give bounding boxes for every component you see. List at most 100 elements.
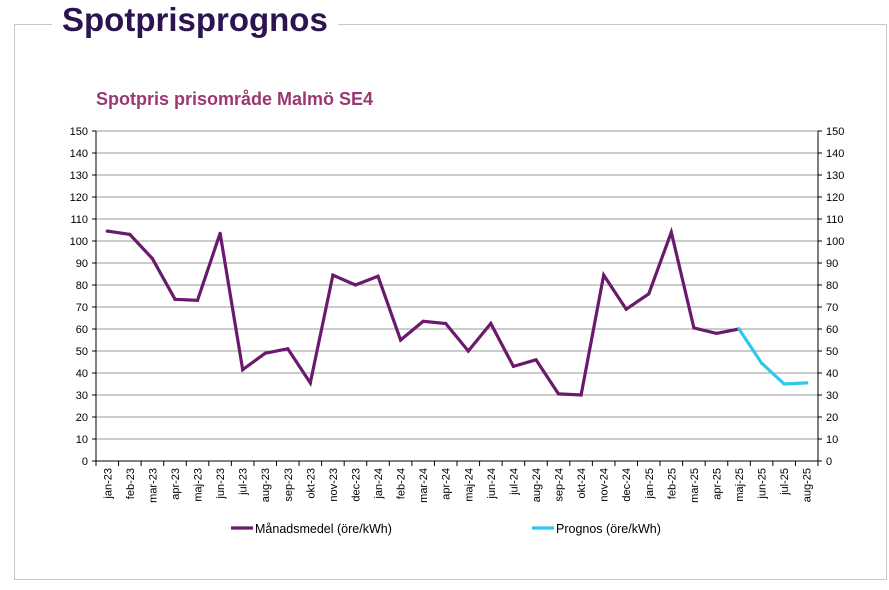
data-point <box>692 326 696 330</box>
data-point <box>782 382 786 386</box>
y2-tick-label: 40 <box>826 368 838 380</box>
x-tick-label: okt-23 <box>305 468 317 499</box>
data-point <box>556 392 561 396</box>
x-tick-label: nov-24 <box>599 468 611 502</box>
y-tick-label: 60 <box>76 324 88 336</box>
data-point <box>579 393 583 397</box>
y-tick-label: 130 <box>70 170 88 182</box>
y-tick-label: 150 <box>70 126 88 138</box>
x-tick-label: apr-24 <box>441 468 453 500</box>
x-tick-label: aug-25 <box>802 468 814 502</box>
y-tick-label: 40 <box>76 368 88 380</box>
x-tick-label: maj-23 <box>193 468 205 502</box>
data-point <box>218 231 222 235</box>
x-tick-label: aug-23 <box>260 468 272 502</box>
data-point <box>195 298 200 302</box>
data-point <box>602 273 606 277</box>
x-tick-label: nov-23 <box>328 468 340 502</box>
y2-tick-label: 10 <box>826 434 838 446</box>
data-point <box>128 232 132 236</box>
data-point <box>444 321 448 326</box>
y2-tick-label: 90 <box>826 258 838 270</box>
x-tick-label: dec-24 <box>621 468 633 502</box>
x-tick-label: jul-25 <box>779 468 791 496</box>
x-tick-label: okt-24 <box>576 468 588 499</box>
y-tick-label: 140 <box>70 148 88 160</box>
y2-tick-label: 20 <box>826 412 838 424</box>
y2-tick-label: 130 <box>826 170 844 182</box>
data-point <box>150 257 155 261</box>
x-tick-label: jan-25 <box>644 468 656 500</box>
x-tick-label: feb-24 <box>396 468 408 499</box>
y-tick-label: 0 <box>82 456 88 468</box>
x-tick-label: feb-23 <box>125 468 137 499</box>
y2-tick-label: 0 <box>826 456 832 468</box>
data-point <box>714 331 719 335</box>
data-point <box>398 338 403 342</box>
y-tick-label: 50 <box>76 346 88 358</box>
data-point <box>376 274 380 278</box>
data-point <box>805 381 809 385</box>
data-point <box>308 381 312 385</box>
data-point <box>173 297 177 301</box>
x-tick-label: jan-24 <box>373 468 385 500</box>
x-tick-label: sep-24 <box>554 468 566 502</box>
data-point <box>105 229 109 233</box>
y-tick-label: 110 <box>70 214 88 226</box>
data-point <box>421 319 425 323</box>
y-tick-label: 20 <box>76 412 88 424</box>
x-tick-label: mar-24 <box>418 468 430 503</box>
data-point <box>331 273 335 277</box>
data-point <box>353 283 358 287</box>
y-tick-label: 90 <box>76 258 88 270</box>
x-tick-label: maj-25 <box>734 468 746 502</box>
data-point <box>534 358 538 362</box>
y2-tick-label: 100 <box>826 236 844 248</box>
y-tick-label: 30 <box>76 390 88 402</box>
x-tick-label: maj-24 <box>463 468 475 502</box>
y-tick-label: 80 <box>76 280 88 292</box>
data-point <box>241 368 245 372</box>
y2-tick-label: 120 <box>826 192 844 204</box>
x-tick-label: jun-24 <box>486 468 498 500</box>
x-tick-label: jun-25 <box>757 468 769 500</box>
data-point <box>624 307 628 311</box>
legend-label: Månadsmedel (öre/kWh) <box>255 522 392 536</box>
data-point <box>286 347 290 351</box>
y2-tick-label: 150 <box>826 126 844 138</box>
x-tick-label: dec-23 <box>350 468 362 502</box>
x-tick-label: feb-25 <box>666 468 678 499</box>
y2-tick-label: 30 <box>826 390 838 402</box>
data-point <box>759 361 764 365</box>
x-tick-label: apr-25 <box>711 468 723 500</box>
y2-tick-label: 80 <box>826 280 838 292</box>
legend-label: Prognos (öre/kWh) <box>556 522 661 536</box>
x-tick-label: mar-23 <box>147 468 159 503</box>
chart-title: Spotpris prisområde Malmö SE4 <box>96 89 373 109</box>
y2-tick-label: 50 <box>826 346 838 358</box>
x-tick-label: aug-24 <box>531 468 543 502</box>
data-point <box>489 321 493 326</box>
y2-tick-label: 60 <box>826 324 838 336</box>
data-point <box>511 364 516 368</box>
y-tick-label: 70 <box>76 302 88 314</box>
x-tick-label: jun-23 <box>215 468 227 500</box>
data-point <box>737 327 741 331</box>
data-point <box>647 292 651 296</box>
y-tick-label: 100 <box>70 236 88 248</box>
series-line-2 <box>737 328 807 386</box>
y-tick-label: 120 <box>70 192 88 204</box>
chart-frame <box>14 24 887 580</box>
series-line-1 <box>107 226 740 397</box>
data-point <box>669 230 673 234</box>
x-tick-label: jan-23 <box>102 468 114 500</box>
y2-tick-label: 70 <box>826 302 838 314</box>
x-tick-label: mar-25 <box>689 468 701 503</box>
y-tick-label: 10 <box>76 434 88 446</box>
data-point <box>263 351 267 355</box>
page-title: Spotprisprognos <box>52 0 338 44</box>
x-tick-label: jul-24 <box>508 468 520 496</box>
x-tick-label: sep-23 <box>283 468 295 502</box>
data-point <box>466 349 470 353</box>
